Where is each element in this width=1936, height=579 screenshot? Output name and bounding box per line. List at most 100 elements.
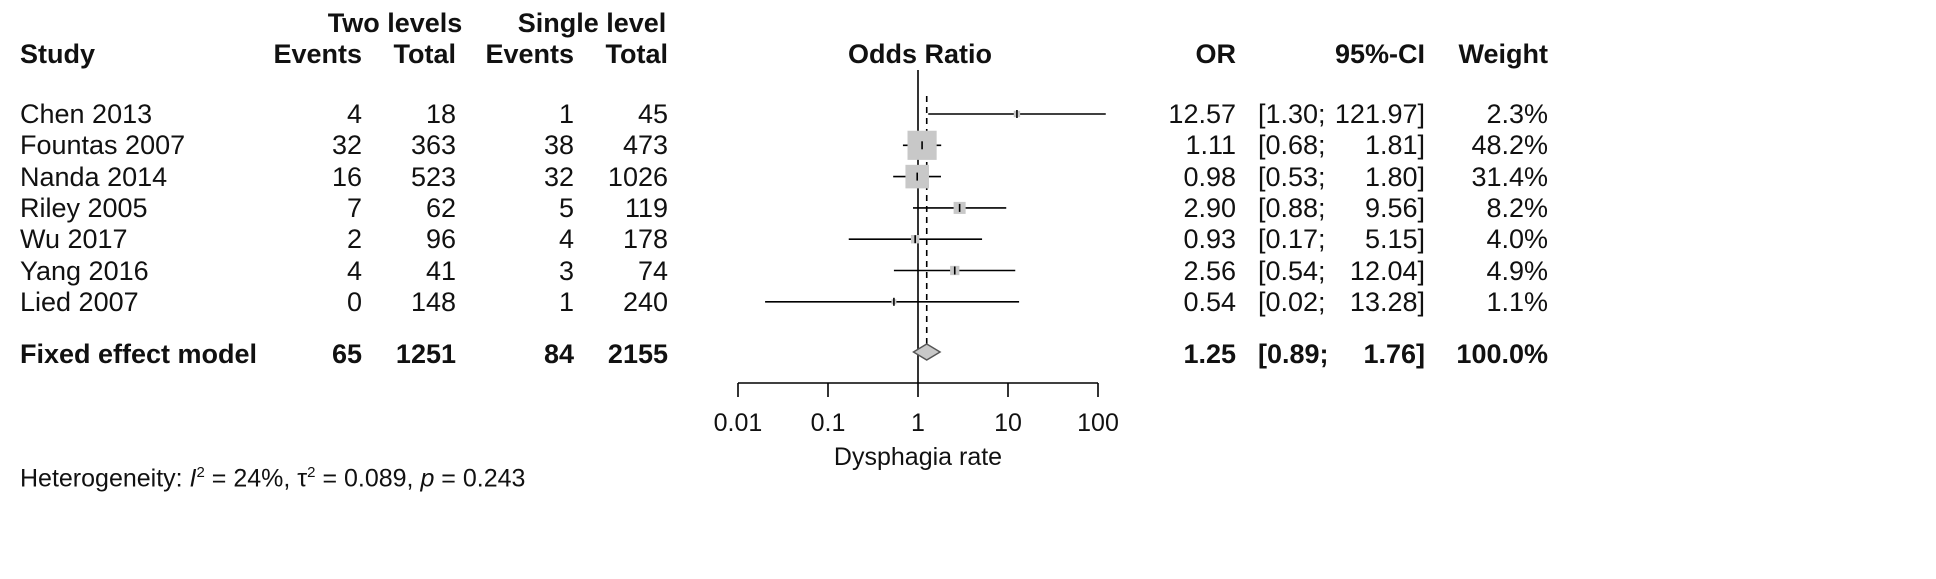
ci-high: 5.15] xyxy=(1364,224,1425,255)
events-two: 32 xyxy=(331,130,362,161)
fixed-weight: 100.0% xyxy=(1456,339,1548,369)
events-two: 16 xyxy=(331,161,362,192)
study-name: Yang 2016 xyxy=(20,255,149,286)
plot-title: Odds Ratio xyxy=(847,39,992,69)
fixed-ci-lo: [0.89; xyxy=(1258,339,1329,369)
or-value: 2.56 xyxy=(1183,255,1236,286)
fixed-events-single: 84 xyxy=(543,339,574,369)
heterogeneity-line: Heterogeneity: I2 = 24%, τ2 = 0.089, p =… xyxy=(20,457,525,494)
ci-high: 12.04] xyxy=(1349,255,1425,286)
weight-value: 1.1% xyxy=(1486,286,1548,317)
het-p-value: = 0.243 xyxy=(434,464,526,493)
total-two: 523 xyxy=(410,161,456,192)
ci-low: [0.17; xyxy=(1258,224,1326,255)
events-two: 4 xyxy=(346,255,362,286)
het-i-value: = 24%, xyxy=(204,464,298,493)
total-single: 1026 xyxy=(607,161,668,192)
ci-high: 9.56] xyxy=(1364,192,1425,223)
header-weight: Weight xyxy=(1458,39,1549,69)
events-two: 7 xyxy=(346,192,362,223)
ci-low: [0.53; xyxy=(1258,161,1326,192)
total-single: 74 xyxy=(637,255,668,286)
or-value: 0.93 xyxy=(1183,224,1236,255)
total-two: 62 xyxy=(425,192,456,223)
total-single: 45 xyxy=(637,99,668,129)
study-name: Riley 2005 xyxy=(20,192,148,223)
het-i-sup: 2 xyxy=(196,464,205,481)
or-value: 12.57 xyxy=(1168,99,1236,129)
study-name: Fountas 2007 xyxy=(20,130,186,161)
events-single: 32 xyxy=(543,161,574,192)
weight-value: 2.3% xyxy=(1486,99,1548,129)
or-value: 2.90 xyxy=(1183,192,1236,223)
ci-low: [0.88; xyxy=(1258,192,1326,223)
het-tau-symbol: τ xyxy=(297,464,308,493)
weight-value: 4.0% xyxy=(1486,224,1548,255)
x-axis-tick-label: 100 xyxy=(1077,409,1119,437)
events-single: 3 xyxy=(558,255,574,286)
events-single: 1 xyxy=(558,286,574,317)
header-or: OR xyxy=(1195,39,1237,69)
total-two: 148 xyxy=(410,286,456,317)
events-single: 1 xyxy=(558,99,574,129)
events-single: 4 xyxy=(558,224,574,255)
ci-low: [0.02; xyxy=(1258,286,1326,317)
or-value: 1.11 xyxy=(1185,130,1236,161)
total-single: 473 xyxy=(622,130,668,161)
events-single: 38 xyxy=(543,130,574,161)
study-name: Nanda 2014 xyxy=(20,161,168,192)
total-two: 41 xyxy=(425,255,456,286)
events-single: 5 xyxy=(558,192,574,223)
weight-value: 31.4% xyxy=(1471,161,1548,192)
group-header-single-level: Single level xyxy=(517,8,667,38)
weight-value: 48.2% xyxy=(1471,130,1548,161)
events-two: 0 xyxy=(346,286,362,317)
or-value: 0.98 xyxy=(1183,161,1236,192)
x-axis-label: Dysphagia rate xyxy=(834,443,1002,471)
header-events-single: Events xyxy=(485,39,574,69)
pooled-diamond xyxy=(912,343,942,361)
ci-high: 13.28] xyxy=(1349,286,1425,317)
study-name: Wu 2017 xyxy=(20,224,128,255)
header-ci: 95%-CI xyxy=(1334,39,1425,69)
header-total-single: Total xyxy=(605,39,669,69)
or-value: 0.54 xyxy=(1183,286,1236,317)
group-header-two-levels: Two levels xyxy=(327,8,463,38)
header-study: Study xyxy=(20,39,96,69)
weight-value: 8.2% xyxy=(1486,192,1548,223)
ci-low: [0.54; xyxy=(1258,255,1326,286)
fixed-total-two: 1251 xyxy=(395,339,456,369)
het-p-symbol: p xyxy=(420,464,435,493)
header-total-two: Total xyxy=(393,39,457,69)
ci-low: [0.68; xyxy=(1258,130,1326,161)
total-two: 18 xyxy=(425,99,456,129)
fixed-events-two: 65 xyxy=(331,339,362,369)
total-single: 178 xyxy=(622,224,668,255)
fixed-total-single: 2155 xyxy=(607,339,668,369)
weight-value: 4.9% xyxy=(1486,255,1548,286)
events-two: 2 xyxy=(346,224,362,255)
fixed-label: Fixed effect model xyxy=(20,339,258,369)
total-single: 240 xyxy=(622,286,668,317)
x-axis-tick-label: 0.1 xyxy=(811,409,846,437)
ci-low: [1.30; xyxy=(1258,99,1326,129)
header-events-two: Events xyxy=(273,39,362,69)
total-single: 119 xyxy=(624,192,668,223)
het-tau-sup: 2 xyxy=(307,464,316,481)
study-name: Chen 2013 xyxy=(20,99,153,129)
study-name: Lied 2007 xyxy=(20,286,139,317)
ci-high: 1.81] xyxy=(1364,130,1425,161)
x-axis-tick-label: 0.01 xyxy=(714,409,763,437)
events-two: 4 xyxy=(346,99,362,129)
total-two: 363 xyxy=(410,130,456,161)
het-tau-value: = 0.089, xyxy=(315,464,421,493)
ci-high: 121.97] xyxy=(1334,99,1425,129)
fixed-ci-hi: 1.76] xyxy=(1363,339,1425,369)
ci-high: 1.80] xyxy=(1364,161,1425,192)
total-two: 96 xyxy=(425,224,456,255)
x-axis-tick-label: 10 xyxy=(994,409,1022,437)
fixed-or: 1.25 xyxy=(1183,339,1236,369)
x-axis-tick-label: 1 xyxy=(911,409,925,437)
het-prefix: Heterogeneity: xyxy=(20,464,190,493)
